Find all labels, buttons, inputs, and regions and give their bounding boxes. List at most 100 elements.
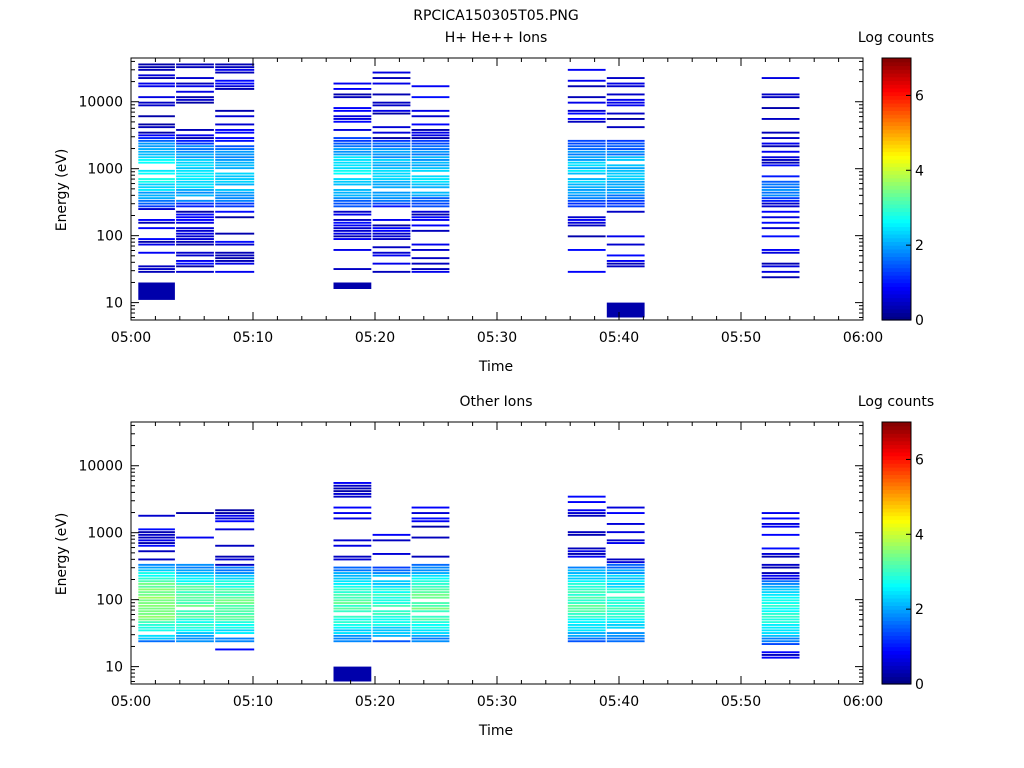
colorbar-segment xyxy=(882,594,911,599)
colorbar-segment xyxy=(882,192,911,198)
spectrogram-cell xyxy=(215,66,255,69)
spectrogram-cell xyxy=(176,618,214,621)
colorbar-segment xyxy=(882,478,911,483)
y-tick-label: 100 xyxy=(96,229,123,245)
colorbar-segment xyxy=(882,278,911,284)
colorbar-tick-label: 2 xyxy=(915,238,924,254)
spectrogram-cell xyxy=(333,626,372,629)
spectrogram-cell xyxy=(176,536,214,539)
spectrogram-cell xyxy=(372,219,411,221)
spectrogram-cell xyxy=(176,169,214,172)
spectrogram-cell xyxy=(411,577,450,580)
spectrogram-cell xyxy=(215,270,255,273)
spectrogram-cell xyxy=(372,186,411,189)
spectrogram-cell xyxy=(215,615,255,618)
spectrogram-cell xyxy=(372,270,411,273)
colorbar-segment xyxy=(882,448,911,453)
colorbar-segment xyxy=(882,84,911,89)
spectrogram-cell xyxy=(761,512,800,514)
spectrogram-cell xyxy=(372,109,411,112)
spectrogram-cell xyxy=(567,550,606,553)
spectrogram-cell xyxy=(606,632,645,634)
spectrogram-cell xyxy=(176,213,214,216)
spectrogram-cell xyxy=(372,159,411,161)
colorbar-segment xyxy=(882,609,911,614)
colorbar-segment xyxy=(882,451,911,457)
spectrogram-cell xyxy=(215,260,255,262)
spectrogram-cell xyxy=(606,126,645,129)
spectrogram-cell xyxy=(333,210,372,213)
spectrogram-cell xyxy=(333,618,372,621)
spectrogram-cell xyxy=(372,194,411,197)
spectrogram-cell xyxy=(372,246,411,249)
spectrogram-cell xyxy=(215,202,255,205)
spectrogram-cell xyxy=(606,139,645,142)
spectrogram-cell xyxy=(215,520,255,523)
spectrogram-cell xyxy=(606,302,645,318)
spectrogram-cell xyxy=(176,593,214,596)
spectrogram-cell xyxy=(333,180,372,183)
spectrogram-cell xyxy=(372,618,411,621)
spectrogram-cell xyxy=(138,593,175,596)
spectrogram-cell xyxy=(138,150,175,153)
spectrogram-cell xyxy=(567,142,606,145)
spectrogram-cell xyxy=(761,145,800,148)
spectrogram-cell xyxy=(606,98,645,101)
spectrogram-cell xyxy=(138,96,175,99)
spectrogram-cell xyxy=(567,629,606,632)
spectrogram-cell xyxy=(761,555,800,558)
x-tick-label: 05:10 xyxy=(233,694,273,710)
spectrogram-cell xyxy=(138,544,175,547)
spectrogram-cell xyxy=(372,93,411,96)
colorbar-segment xyxy=(882,624,911,629)
spectrogram-cell xyxy=(411,150,450,153)
colorbar-segment xyxy=(882,665,911,670)
colorbar-segment xyxy=(882,271,911,276)
spectrogram-cell xyxy=(606,167,645,170)
colorbar-segment xyxy=(882,312,911,317)
spectrogram-cell xyxy=(333,238,372,240)
spectrogram-cell xyxy=(372,626,411,629)
colorbar-segment xyxy=(882,215,911,220)
spectrogram-cell xyxy=(333,512,372,514)
spectrogram-cell xyxy=(761,118,800,120)
spectrogram-cell xyxy=(215,588,255,591)
spectrogram-cell xyxy=(176,577,214,580)
spectrogram-cell xyxy=(761,572,800,574)
spectrogram-cell xyxy=(372,101,411,104)
x-tick-label: 05:30 xyxy=(477,694,517,710)
spectrogram-cell xyxy=(176,604,214,607)
colorbar-segment xyxy=(882,316,911,321)
spectrogram-cell xyxy=(176,148,214,150)
spectrogram-cell xyxy=(215,624,255,626)
spectrogram-cell xyxy=(606,172,645,175)
colorbar-tick-label: 6 xyxy=(915,88,924,104)
spectrogram-cell xyxy=(176,602,214,604)
colorbar-segment xyxy=(882,672,911,678)
colorbar-segment xyxy=(882,260,911,265)
colorbar-tick-label: 0 xyxy=(915,313,924,329)
spectrogram-cell xyxy=(176,512,214,514)
spectrogram-cell xyxy=(761,77,800,79)
spectrogram-cell xyxy=(761,523,800,525)
spectrogram-cell xyxy=(176,139,214,142)
spectrogram-cell xyxy=(761,637,800,640)
x-tick-label: 05:50 xyxy=(721,694,761,710)
spectrogram-cell xyxy=(606,183,645,186)
spectrogram-cell xyxy=(138,123,175,126)
spectrogram-cell xyxy=(567,191,606,194)
spectrogram-cell xyxy=(567,112,606,115)
spectrogram-cell xyxy=(761,205,800,208)
colorbar-segment xyxy=(882,545,911,550)
colorbar-segment xyxy=(882,470,911,475)
spectrogram-cell xyxy=(372,572,411,574)
colorbar: 0 2 4 6 xyxy=(881,57,924,329)
spectrogram-cell xyxy=(215,243,255,246)
y-tick-label: 1000 xyxy=(87,162,123,178)
spectrogram-cell xyxy=(567,161,606,164)
spectrogram-cell xyxy=(567,640,606,643)
spectrogram-cell xyxy=(567,531,606,534)
colorbar-segment xyxy=(882,147,911,153)
spectrogram-cell xyxy=(606,197,645,200)
x-tick-label: 05:30 xyxy=(477,330,517,346)
